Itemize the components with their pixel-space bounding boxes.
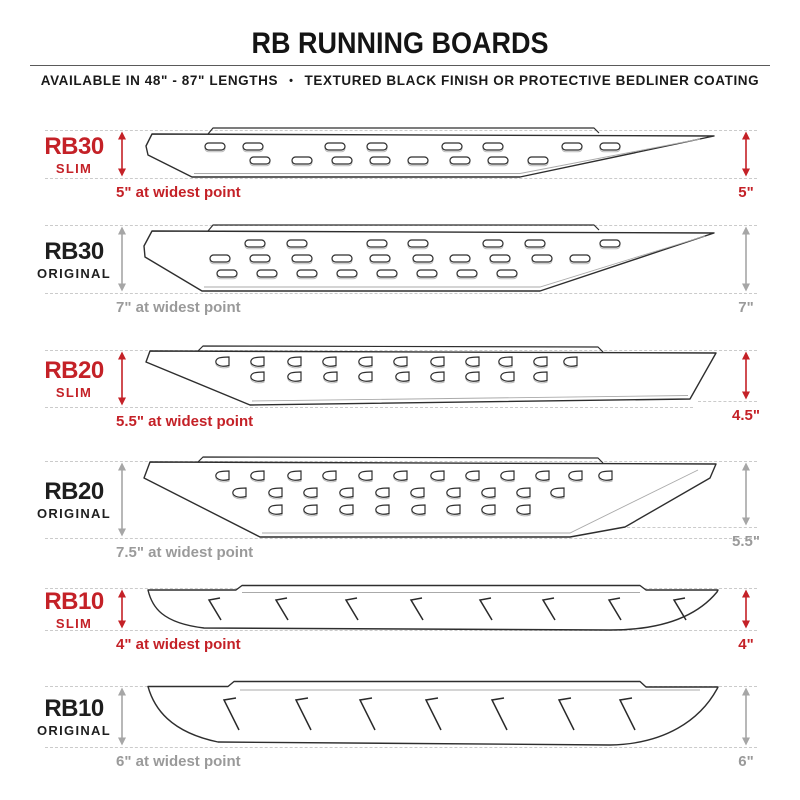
height-caption: 6": [738, 753, 754, 770]
dimension-arrow-left: [116, 687, 128, 746]
dimension-arrow-left: [116, 462, 128, 537]
height-caption: 4": [738, 636, 754, 653]
rb20-slim-label: RB20 SLIM: [18, 357, 130, 400]
height-caption: 5": [738, 184, 754, 201]
bullet-separator-icon: •: [289, 75, 294, 87]
variant-name: ORIGINAL: [37, 723, 111, 738]
subtitle-left: AVAILABLE IN 48" - 87" LENGTHS: [40, 73, 279, 88]
rb20-original-label: RB20 ORIGINAL: [18, 478, 130, 521]
rb30-original-board-drawing: [143, 224, 715, 292]
dimension-arrow-right: [740, 462, 752, 526]
page-title: RB RUNNING BOARDS: [0, 27, 800, 61]
dimension-arrow-left: [116, 131, 128, 177]
dimension-dashline: [45, 461, 757, 462]
variant-name: SLIM: [55, 616, 93, 631]
model-name: RB10: [44, 695, 104, 722]
page-title-text: RB RUNNING BOARDS: [251, 27, 549, 60]
dimension-arrow-left: [116, 589, 128, 629]
variant-name: SLIM: [55, 161, 93, 176]
dimension-dashline: [45, 293, 757, 294]
model-name: RB30: [44, 133, 104, 160]
rb10-slim-label: RB10 SLIM: [18, 588, 130, 631]
dimension-dashline: [45, 630, 757, 631]
height-caption: 5.5": [732, 533, 760, 550]
dimension-dashline: [45, 130, 757, 131]
rb30-original-label: RB30 ORIGINAL: [18, 238, 130, 281]
variant-name: SLIM: [55, 385, 93, 400]
width-caption: 5" at widest point: [116, 184, 241, 201]
dimension-dashline: [45, 178, 757, 179]
variant-name: ORIGINAL: [37, 266, 111, 281]
model-name: RB20: [44, 357, 104, 384]
rb10-original-board-drawing: [147, 680, 719, 746]
height-caption: 4.5": [732, 407, 760, 424]
width-caption: 7.5" at widest point: [116, 544, 254, 561]
dimension-arrow-left: [116, 351, 128, 406]
rb20-slim-board-drawing: [145, 345, 717, 406]
dimension-arrow-right: [740, 351, 752, 400]
width-caption: 6" at widest point: [116, 753, 241, 770]
variant-name: ORIGINAL: [37, 506, 111, 521]
dimension-arrow-right: [740, 131, 752, 177]
height-caption: 7": [738, 299, 754, 316]
rb20-original-board-drawing: [143, 456, 717, 538]
dimension-arrow-right: [740, 226, 752, 292]
dimension-arrow-left: [116, 226, 128, 292]
dimension-dashline-right: [698, 401, 757, 402]
title-divider: [30, 65, 770, 66]
dimension-dashline: [45, 407, 693, 408]
width-caption: 5.5" at widest point: [116, 413, 254, 430]
subtitle-right: TEXTURED BLACK FINISH OR PROTECTIVE BEDL…: [304, 73, 760, 88]
dimension-dashline: [45, 538, 757, 539]
model-name: RB20: [44, 478, 104, 505]
dimension-dashline-right: [622, 527, 757, 528]
width-caption: 4" at widest point: [116, 636, 241, 653]
rb10-original-label: RB10 ORIGINAL: [18, 695, 130, 738]
dimension-dashline: [45, 350, 757, 351]
dimension-arrow-right: [740, 687, 752, 746]
width-caption: 7" at widest point: [116, 299, 241, 316]
dimension-arrow-right: [740, 589, 752, 629]
rb10-slim-board-drawing: [147, 584, 719, 631]
rb30-slim-label: RB30 SLIM: [18, 133, 130, 176]
model-name: RB10: [44, 588, 104, 615]
model-name: RB30: [44, 238, 104, 265]
rb30-slim-board-drawing: [145, 127, 715, 178]
dimension-dashline: [45, 747, 757, 748]
page-subtitle: AVAILABLE IN 48" - 87" LENGTHS • TEXTURED …: [0, 73, 800, 88]
